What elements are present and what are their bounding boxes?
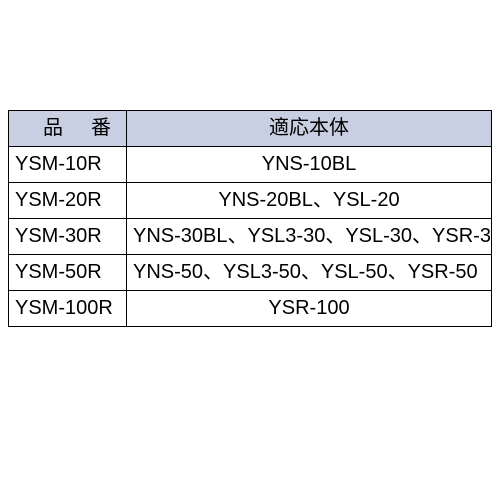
table-row: YSM-20RYNS-20BL、YSL-20 [9,183,492,219]
cell-body: YNS-20BL、YSL-20 [127,183,492,219]
table-row: YSM-50RYNS-50、YSL3-50、YSL-50、YSR-50 [9,255,492,291]
cell-part: YSM-10R [9,147,127,183]
table-row: YSM-100RYSR-100 [9,291,492,327]
table-row: YSM-10RYNS-10BL [9,147,492,183]
cell-body: YNS-50、YSL3-50、YSL-50、YSR-50 [127,255,492,291]
cell-part: YSM-100R [9,291,127,327]
compat-table: 品番適応本体 YSM-10RYNS-10BLYSM-20RYNS-20BL、YS… [8,110,492,327]
cell-body: YNS-10BL [127,147,492,183]
cell-body: YNS-30BL、YSL3-30、YSL-30、YSR-30 [127,219,492,255]
cell-part: YSM-30R [9,219,127,255]
col-header-part: 品番 [9,111,127,147]
col-header-body: 適応本体 [127,111,492,147]
table-row: YSM-30RYNS-30BL、YSL3-30、YSL-30、YSR-30 [9,219,492,255]
cell-body: YSR-100 [127,291,492,327]
cell-part: YSM-50R [9,255,127,291]
cell-part: YSM-20R [9,183,127,219]
